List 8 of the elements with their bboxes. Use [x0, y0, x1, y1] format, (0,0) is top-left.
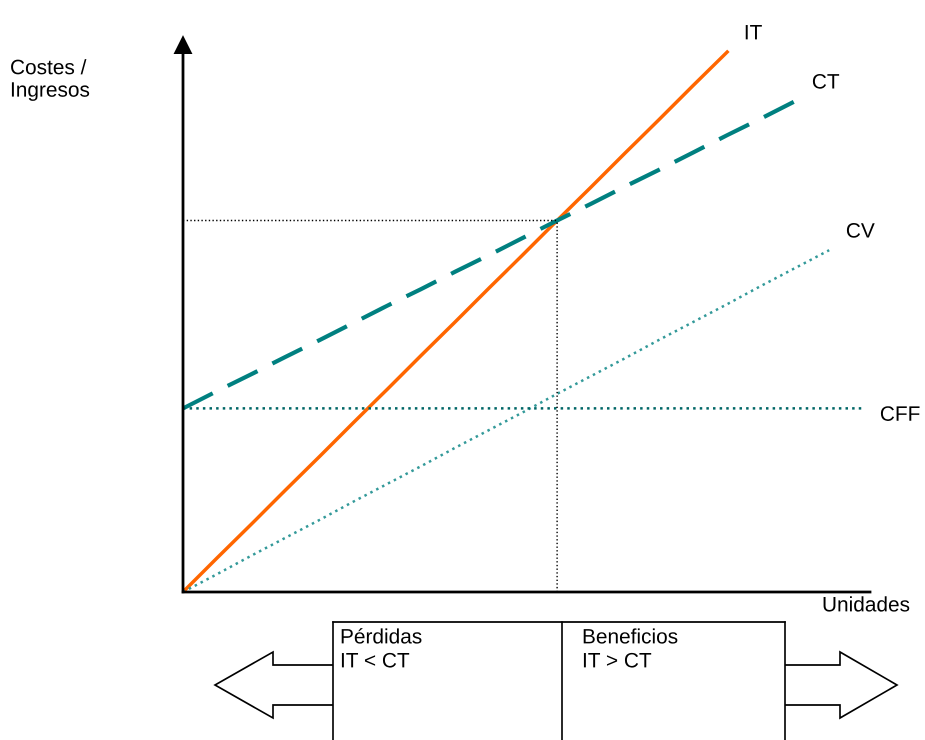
series-label: CV — [846, 222, 875, 238]
text: Beneficios IT > CT — [584, 628, 678, 668]
series-label: CT — [812, 74, 840, 89]
text: Pérdidas IT < CT — [342, 628, 422, 668]
x-axis-title: Unidades — [824, 596, 910, 612]
series-label: IT — [746, 25, 762, 40]
y-axis-title: Costes / Ingresos — [11, 59, 90, 101]
series-label: CFF — [880, 406, 920, 421]
